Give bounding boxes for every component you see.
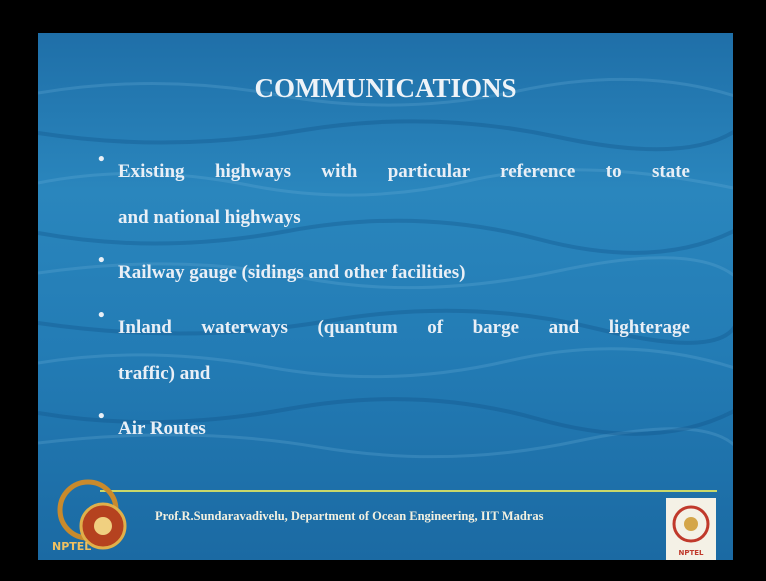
bullet-line: Existing highways with particular refere…	[118, 149, 690, 195]
bullet-line: Inland waterways (quantum of barge and l…	[118, 305, 690, 351]
footer-rule	[100, 490, 717, 492]
bullet-item: Railway gauge (sidings and other facilit…	[100, 250, 690, 296]
bullet-line: and national highways	[118, 195, 690, 241]
bullet-line: traffic) and	[118, 351, 690, 397]
slide-title: COMMUNICATIONS	[38, 73, 733, 104]
bullet-item: Air Routes	[100, 406, 690, 452]
logo-label: NPTEL	[678, 549, 704, 557]
nptel-logo: NPTEL	[48, 478, 148, 558]
bullet-item: Existing highways with particular refere…	[100, 149, 690, 241]
bullet-item: Inland waterways (quantum of barge and l…	[100, 305, 690, 397]
page: {"title": "COMMUNICATIONS", "bullets": […	[0, 0, 766, 581]
bullet-list: Existing highways with particular refere…	[100, 149, 690, 461]
bullet-line: Air Routes	[118, 406, 690, 452]
footer-text: Prof.R.Sundaravadivelu, Department of Oc…	[155, 509, 543, 524]
logo-label: NPTEL	[52, 540, 91, 553]
iit-logo: NPTEL	[666, 498, 716, 560]
slide: COMMUNICATIONS Existing highways with pa…	[38, 33, 733, 560]
bullet-line: Railway gauge (sidings and other facilit…	[118, 250, 690, 296]
